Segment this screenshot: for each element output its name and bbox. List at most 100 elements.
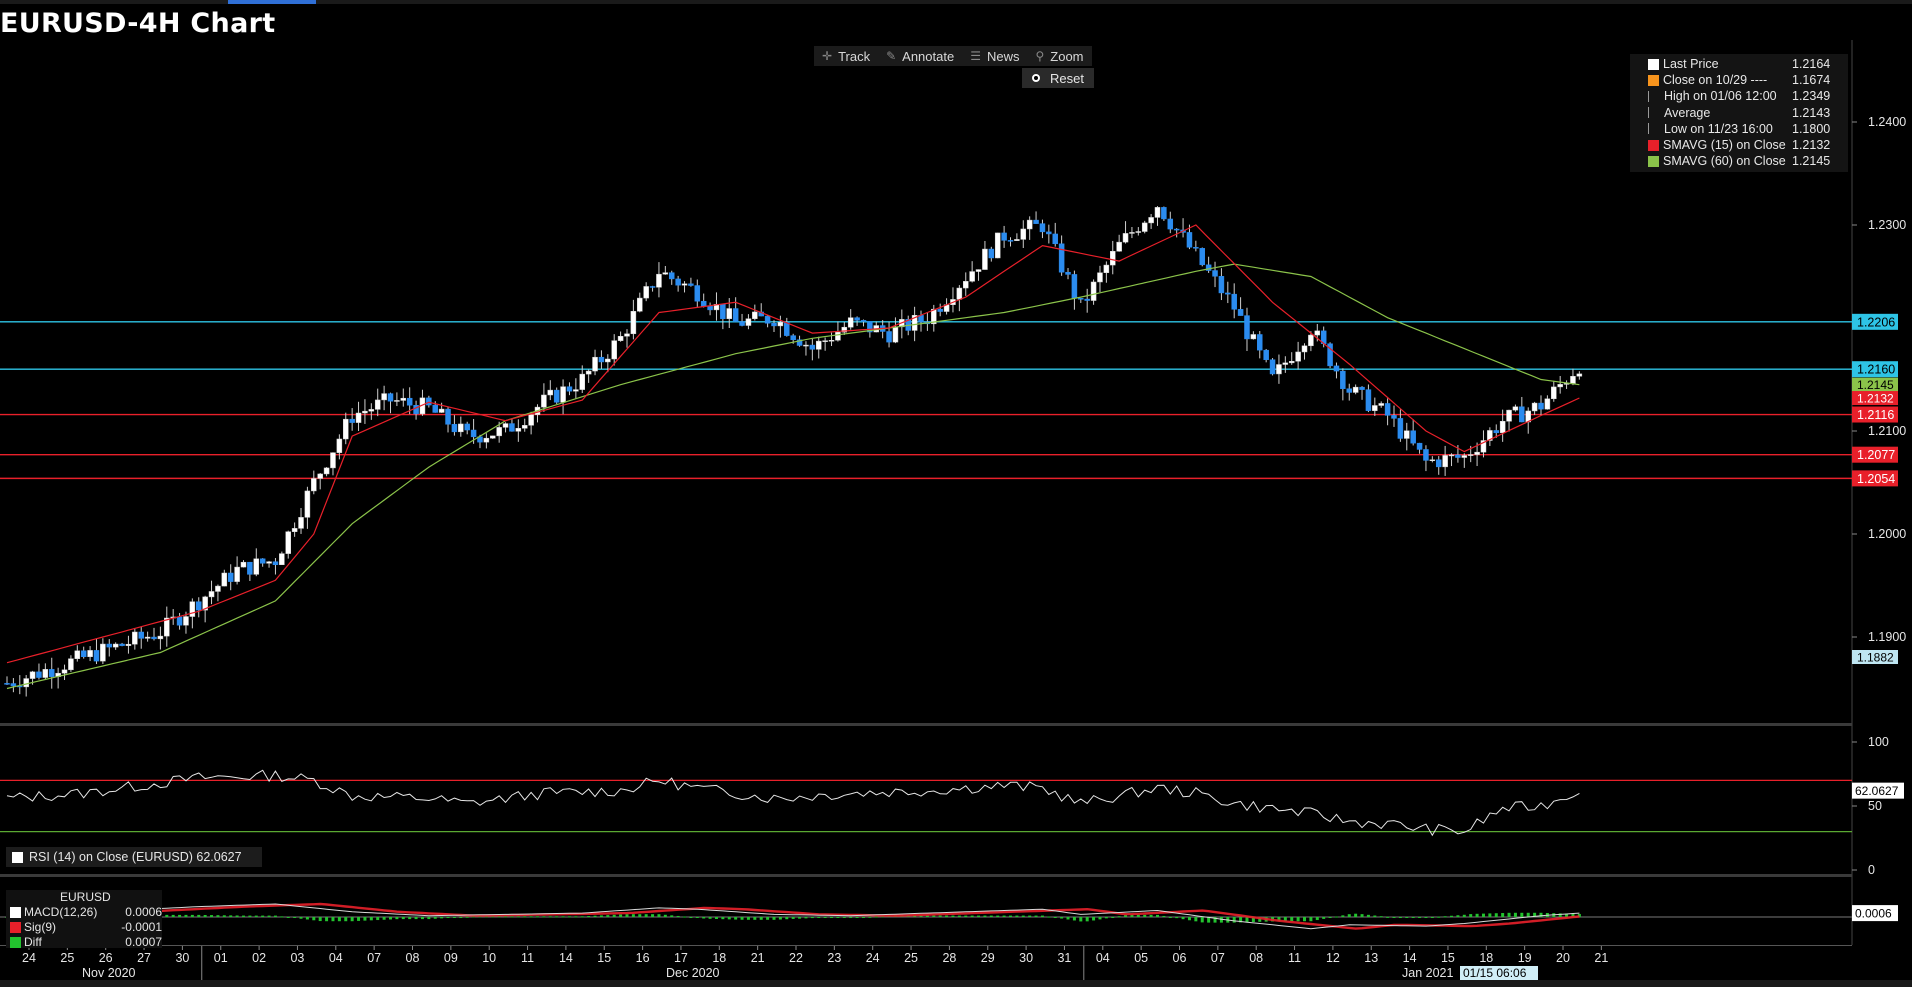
active-tab-accent <box>228 0 316 4</box>
legend-row: SMAVG (60) on Close 1.2145 <box>1630 153 1848 169</box>
level-tag-bg <box>1852 361 1898 378</box>
macd-legend-title: EURUSD <box>60 890 111 904</box>
candle-up <box>1474 451 1480 455</box>
rsi-legend-text: RSI (14) on Close (EURUSD) 62.0627 <box>29 850 242 864</box>
macd-diff-bar <box>683 916 687 918</box>
macd-diff-bar <box>414 917 418 920</box>
x-tick-label: 04 <box>329 951 343 965</box>
candle-up <box>240 561 247 568</box>
candle-up <box>74 650 81 659</box>
x-tick-label: 24 <box>22 951 36 965</box>
reset-label: Reset <box>1050 70 1084 86</box>
macd-diff-bar <box>836 917 840 918</box>
candle-down <box>1416 442 1423 450</box>
macd-legend-value: 0.0006 <box>125 905 162 919</box>
macd-legend-label: Diff <box>24 935 42 949</box>
month-label: Dec 2020 <box>666 966 720 980</box>
level-tag-bg <box>1852 313 1898 330</box>
candle-up <box>1295 351 1301 362</box>
annotate-button[interactable]: ✎ Annotate <box>878 46 962 66</box>
candle-up <box>911 315 918 331</box>
macd-diff-bar <box>625 914 629 917</box>
candle-down <box>426 397 432 406</box>
macd-diff-bar <box>1558 913 1562 917</box>
candle-up <box>1308 334 1314 347</box>
legend-label: Average <box>1664 105 1711 120</box>
candle-up <box>1014 239 1020 241</box>
price-tag-bg <box>1852 377 1898 392</box>
macd-diff-bar <box>983 915 987 917</box>
macd-diff-bar <box>286 917 290 918</box>
legend-row: Low on 11/23 16:00 1.1800 <box>1630 121 1848 137</box>
news-button[interactable]: ☰ News <box>962 46 1027 66</box>
macd-signal-line <box>7 902 1580 930</box>
level-tag-label: 1.2206 <box>1857 315 1895 329</box>
macd-diff-bar <box>1520 912 1524 917</box>
macd-diff-bar <box>459 917 463 918</box>
x-tick-label: 15 <box>597 951 611 965</box>
macd-diff-bar <box>651 914 655 917</box>
candle-up <box>994 232 1001 259</box>
macd-diff-bar <box>1079 917 1083 922</box>
macd-diff-bar <box>1232 917 1236 923</box>
candle-up <box>560 386 566 403</box>
candle-up <box>144 636 151 639</box>
candle-up <box>1250 334 1257 340</box>
candle-down <box>259 558 266 564</box>
candle-up <box>975 269 982 272</box>
candle-down <box>1435 459 1442 468</box>
candle-down <box>598 356 605 363</box>
candle-up <box>279 553 285 566</box>
candle-down <box>1423 449 1429 461</box>
reset-button[interactable]: Reset <box>1022 68 1094 88</box>
macd-diff-bar <box>1149 914 1153 917</box>
rsi-last-tag-label: 62.0627 <box>1855 784 1899 798</box>
macd-diff-bar <box>855 917 859 918</box>
candle-down <box>1333 365 1340 372</box>
cursor-date-bg <box>1460 966 1538 980</box>
candle-up <box>189 601 196 617</box>
macd-diff-bar <box>389 917 392 920</box>
candle-down <box>1384 403 1391 416</box>
price-tag-bg <box>1852 650 1898 664</box>
macd-diff-bar <box>606 915 610 917</box>
pencil-icon: ✎ <box>886 49 897 63</box>
candle-down <box>80 650 87 657</box>
zoom-button[interactable]: ⚲ Zoom <box>1027 46 1091 66</box>
candle-down <box>227 572 234 582</box>
candle-down <box>707 306 713 311</box>
macd-legend-swatch <box>10 921 21 933</box>
candle-up <box>1301 345 1308 353</box>
candle-up <box>585 370 592 375</box>
legend-label: Low on 11/23 16:00 <box>1664 121 1773 136</box>
candle-up <box>828 340 835 342</box>
macd-diff-bar <box>165 914 169 917</box>
macd-diff-bar <box>612 914 616 917</box>
macd-diff-bar <box>1462 914 1466 917</box>
macd-diff-bar <box>823 917 827 918</box>
candle-up <box>394 400 400 402</box>
reset-icon <box>1032 74 1040 82</box>
track-button[interactable]: ✛ Track <box>814 46 878 66</box>
candle-up <box>1429 459 1436 462</box>
candle-up <box>617 336 624 341</box>
candle-up <box>1499 421 1506 434</box>
candle-down <box>10 683 17 687</box>
macd-legend-label: MACD(12,26) <box>24 905 98 919</box>
candle-down <box>739 321 745 326</box>
macd-diff-bar <box>1111 917 1115 918</box>
x-tick-label: 29 <box>981 951 995 965</box>
candle-up <box>1116 241 1122 252</box>
candle-down <box>700 300 707 307</box>
macd-diff-bar <box>210 915 214 917</box>
x-tick-label: 04 <box>1096 951 1110 965</box>
x-tick-label: 15 <box>1441 951 1455 965</box>
macd-diff-bar <box>1066 917 1070 920</box>
candle-up <box>1557 384 1563 388</box>
candle-down <box>668 272 675 280</box>
macd-diff-bar <box>1207 917 1211 923</box>
annotate-label: Annotate <box>902 48 955 64</box>
macd-diff-bar <box>593 915 597 917</box>
candle-down <box>809 344 816 350</box>
